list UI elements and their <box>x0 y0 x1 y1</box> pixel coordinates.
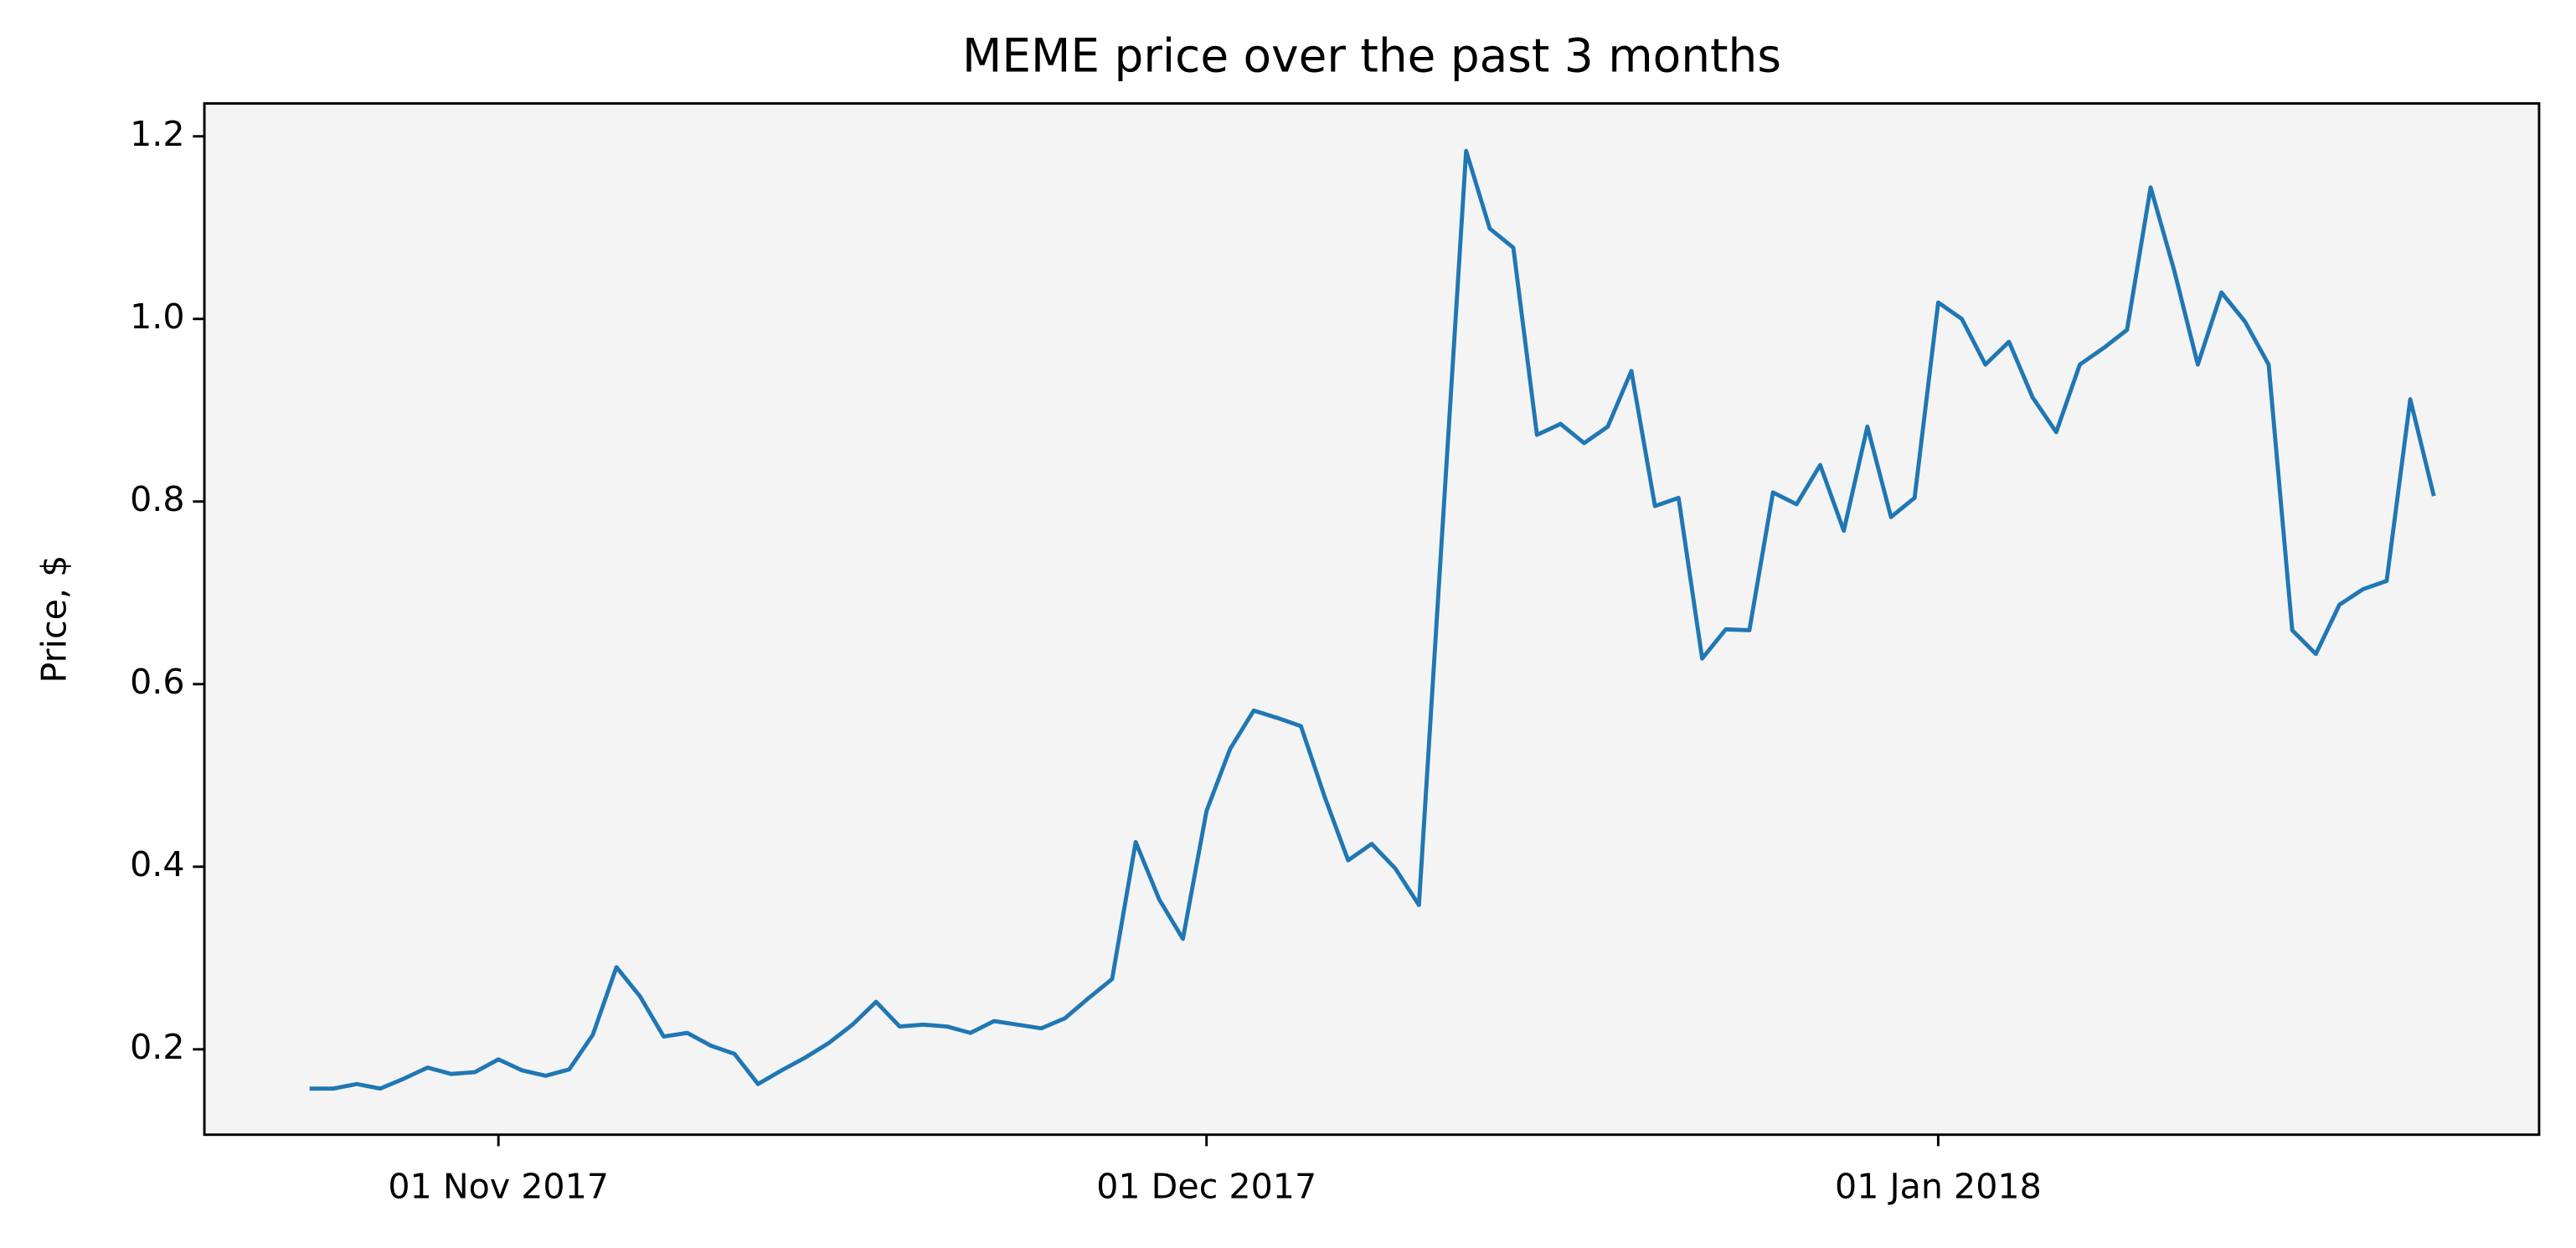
y-tick-label: 1.0 <box>130 297 184 337</box>
plot-background <box>204 103 2539 1135</box>
x-tick-label: 01 Nov 2017 <box>388 1166 609 1206</box>
x-tick-label: 01 Jan 2018 <box>1835 1166 2042 1206</box>
x-tick-label: 01 Dec 2017 <box>1096 1166 1316 1206</box>
y-tick-label: 0.6 <box>130 662 184 702</box>
y-tick-label: 0.2 <box>130 1027 184 1067</box>
y-tick-label: 0.8 <box>130 479 184 519</box>
plot-frame <box>203 102 2541 1137</box>
y-tick-label: 1.2 <box>130 114 184 154</box>
y-tick-label: 0.4 <box>130 844 184 884</box>
price-line <box>309 148 2436 1091</box>
y-axis-label: Price, $ <box>34 555 75 683</box>
chart-title: MEME price over the past 3 months <box>962 29 1781 83</box>
